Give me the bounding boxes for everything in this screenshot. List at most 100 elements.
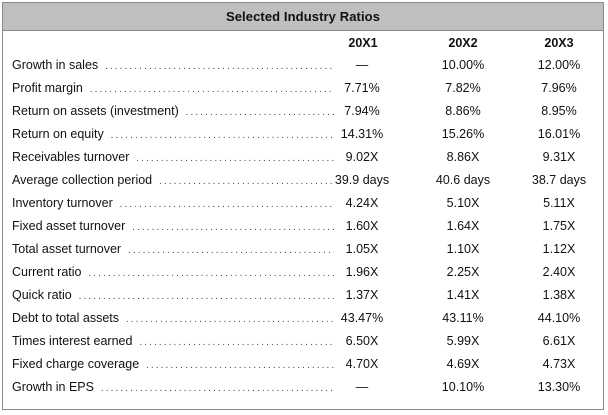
dot-leader: ........................................… [159,176,334,187]
row-value-v2: 10.10% [441,380,485,394]
row-value-v2: 8.86% [445,104,481,118]
row-value-v2: 1.41X [446,288,480,302]
row-value-v3: 4.73X [542,357,576,371]
row-label: Fixed asset turnover [12,219,128,233]
row-label-cell: Current ratio ..........................… [12,265,334,279]
row-label-cell: Growth in EPS ..........................… [12,380,334,394]
row-value-v3: 12.00% [537,58,581,72]
row-value-v2: 43.11% [442,311,484,325]
row-value-v1: 4.24X [345,196,379,210]
table-row: Debt to total assets ...................… [3,308,603,331]
row-label-cell: Inventory turnover .....................… [12,196,334,210]
ratios-table: Selected Industry Ratios 20X1 20X2 20X3 … [2,2,604,410]
table-row: Fixed charge coverage ..................… [3,354,603,377]
row-label-cell: Times interest earned ..................… [12,334,334,348]
row-value-v3: 44.10% [537,311,581,325]
row-value-v2: 1.64X [446,219,480,233]
row-value-v3: 1.38X [542,288,576,302]
row-value-v1: 4.70X [345,357,379,371]
row-value-v2: 7.82% [445,81,481,95]
row-value-v3: 6.61X [542,334,576,348]
row-label: Inventory turnover [12,196,115,210]
row-label-cell: Return on equity .......................… [12,127,334,141]
row-value-v1: 1.96X [345,265,379,279]
row-value-v2: 40.6 days [435,173,491,187]
row-label: Fixed charge coverage [12,357,142,371]
row-value-v2: 1.10X [446,242,480,256]
row-value-v1: — [355,380,369,394]
row-value-v3: 13.30% [537,380,581,394]
row-value-v1: 1.05X [345,242,379,256]
table-row: Fixed asset turnover ...................… [3,216,603,239]
dot-leader: ........................................… [185,107,334,118]
dot-leader: ........................................… [88,268,334,279]
row-value-v1: — [355,58,369,72]
dot-leader: ........................................… [110,130,334,141]
row-label: Growth in sales [12,58,101,72]
table-row: Growth in EPS ..........................… [3,377,603,400]
row-value-v1: 7.71% [344,81,380,95]
dot-leader: ........................................… [89,84,334,95]
row-value-v2: 5.99X [446,334,480,348]
table-row: Return on equity .......................… [3,124,603,147]
row-label: Times interest earned [12,334,135,348]
row-value-v1: 6.50X [345,334,379,348]
row-value-v1: 43.47% [340,311,384,325]
table-row: Quick ratio ............................… [3,285,603,308]
row-value-v2: 4.69X [446,357,480,371]
table-body: Growth in sales ........................… [3,55,603,400]
column-header-20x3: 20X3 [544,36,574,50]
dot-leader: ........................................… [125,314,334,325]
row-value-v1: 7.94% [344,104,380,118]
dot-leader: ........................................… [139,337,334,348]
row-value-v1: 1.60X [345,219,379,233]
row-label-cell: Average collection period ..............… [12,173,334,187]
dot-leader: ........................................… [136,153,334,164]
row-value-v1: 39.9 days [334,173,390,187]
row-label-cell: Growth in sales ........................… [12,58,334,72]
row-value-v2: 5.10X [446,196,480,210]
row-label-cell: Debt to total assets ...................… [12,311,334,325]
row-value-v2: 10.00% [441,58,485,72]
row-value-v3: 1.75X [542,219,576,233]
row-label: Profit margin [12,81,85,95]
row-label-cell: Return on assets (investment) ..........… [12,104,334,118]
table-row: Current ratio ..........................… [3,262,603,285]
row-value-v3: 7.96% [541,81,577,95]
row-value-v2: 2.25X [446,265,480,279]
table-title: Selected Industry Ratios [3,3,603,31]
dot-leader: ........................................… [132,222,334,233]
row-value-v2: 8.86X [446,150,480,164]
row-label-cell: Receivables turnover ...................… [12,150,334,164]
table-row: Growth in sales ........................… [3,55,603,78]
dot-leader: ........................................… [127,245,334,256]
table-row: Profit margin ..........................… [3,78,603,101]
table-row: Return on assets (investment) ..........… [3,101,603,124]
row-value-v1: 1.37X [345,288,379,302]
row-label-cell: Fixed asset turnover ...................… [12,219,334,233]
row-value-v3: 5.11X [543,196,575,210]
row-value-v3: 16.01% [537,127,581,141]
row-label: Debt to total assets [12,311,122,325]
dot-leader: ........................................… [146,360,334,371]
table-row: Receivables turnover ...................… [3,147,603,170]
table-row: Inventory turnover .....................… [3,193,603,216]
dot-leader: ........................................… [78,291,334,302]
column-header-20x2: 20X2 [448,36,478,50]
row-value-v3: 9.31X [542,150,576,164]
dot-leader: ........................................… [100,383,334,394]
row-label: Receivables turnover [12,150,132,164]
table-row: Total asset turnover ...................… [3,239,603,262]
row-value-v3: 8.95% [541,104,577,118]
dot-leader: ........................................… [119,199,334,210]
row-value-v1: 9.02X [345,150,379,164]
row-label: Average collection period [12,173,155,187]
row-label: Return on equity [12,127,106,141]
row-value-v2: 15.26% [441,127,485,141]
row-value-v3: 38.7 days [531,173,587,187]
row-value-v3: 2.40X [542,265,576,279]
row-value-v1: 14.31% [340,127,384,141]
column-header-row: 20X1 20X2 20X3 [3,36,603,54]
row-label-cell: Quick ratio ............................… [12,288,334,302]
row-label: Total asset turnover [12,242,124,256]
